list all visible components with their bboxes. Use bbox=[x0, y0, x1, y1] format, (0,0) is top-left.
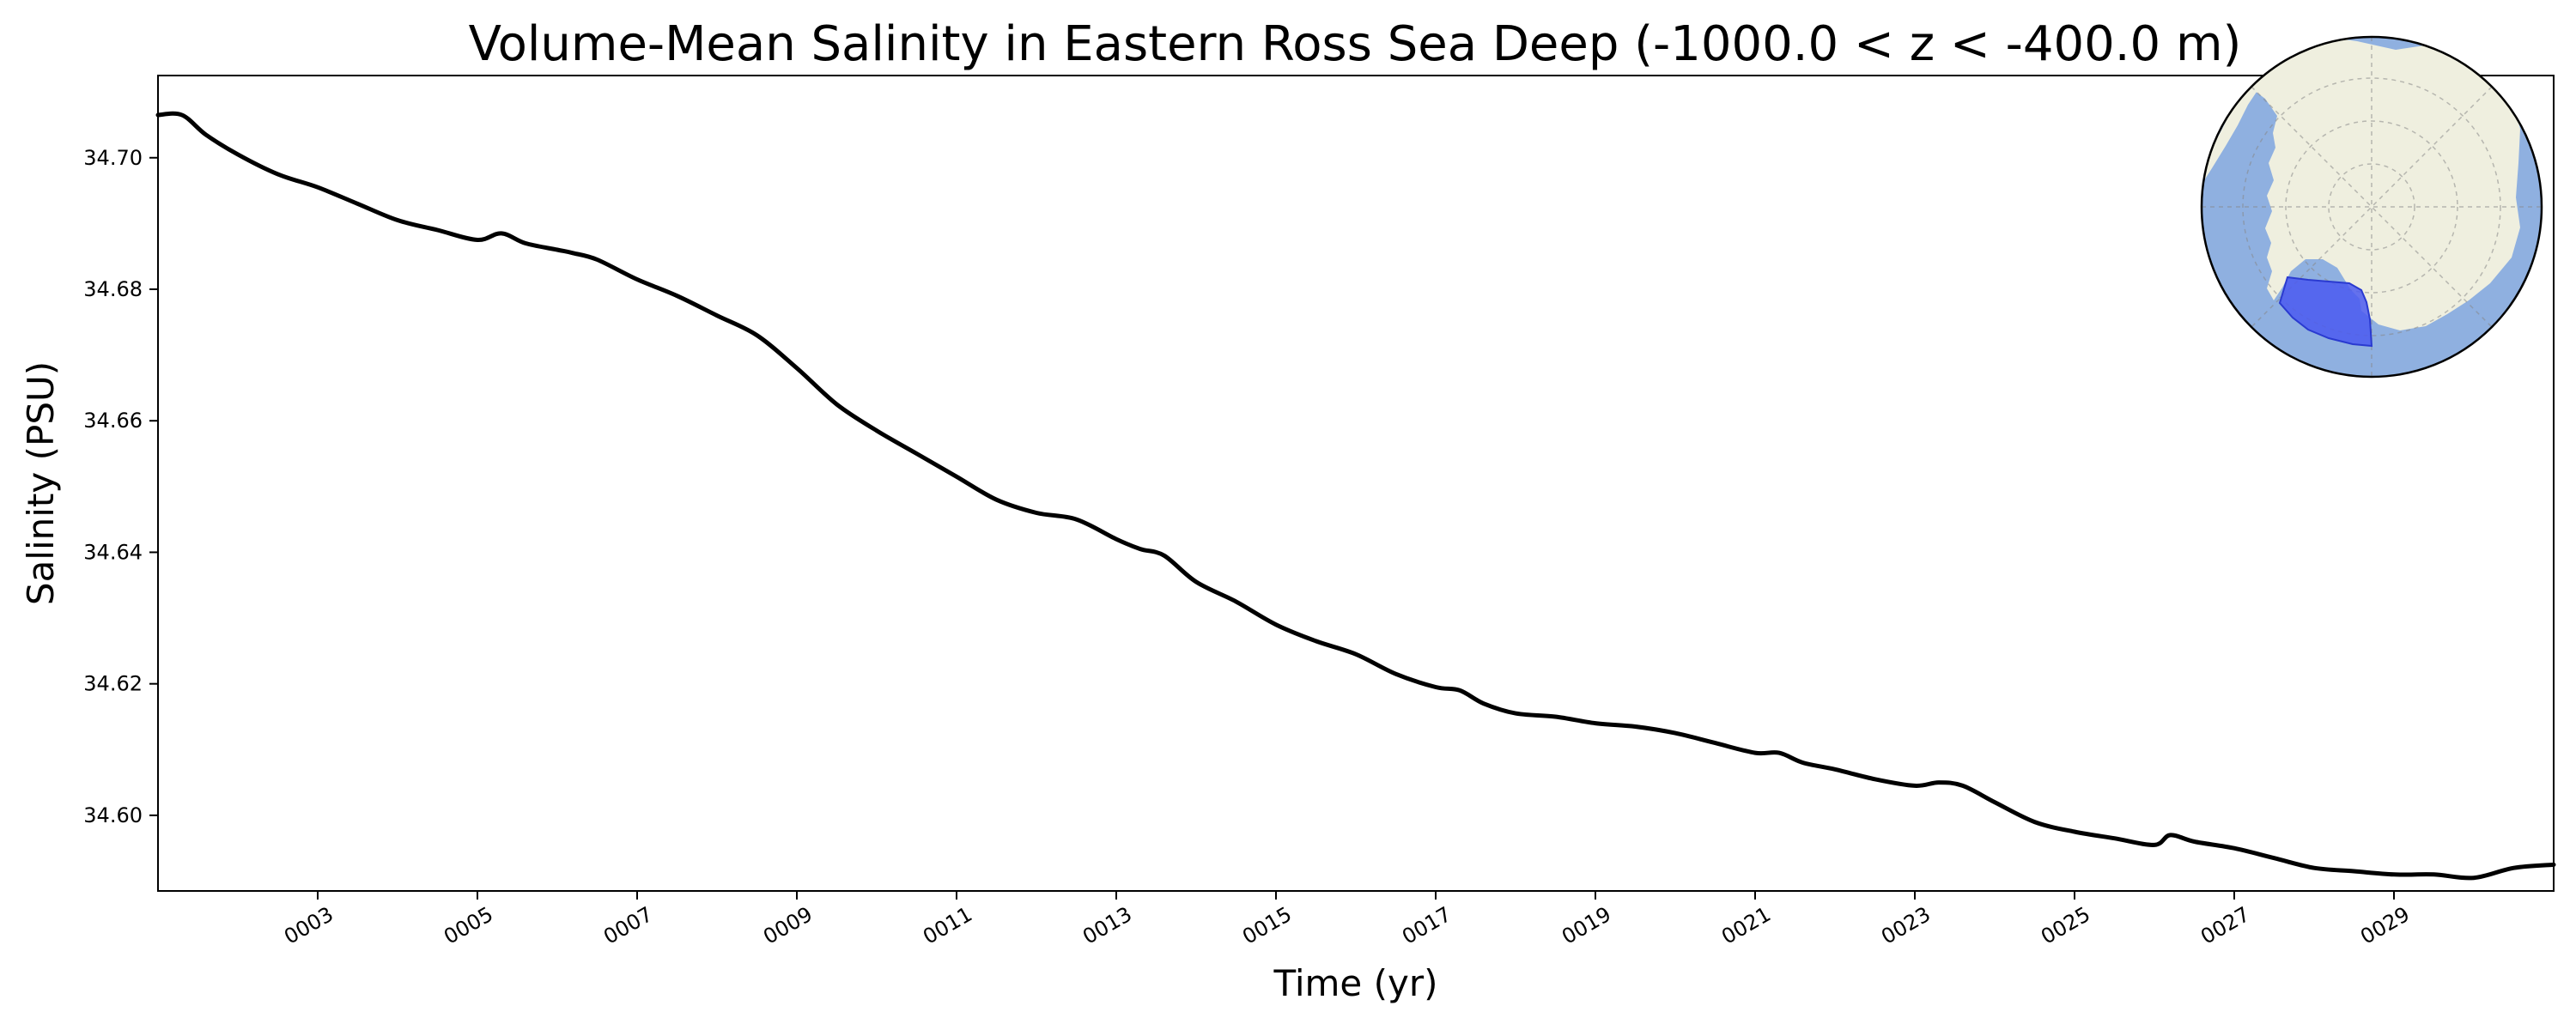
x-tick-label: 0023 bbox=[1877, 902, 1935, 949]
series-layer bbox=[155, 111, 2556, 881]
y-tick-label: 34.66 bbox=[83, 409, 143, 433]
antarctica-inset-map bbox=[2200, 35, 2543, 379]
x-axis-label: Time (yr) bbox=[1273, 962, 1437, 1004]
y-tick-label: 34.70 bbox=[83, 146, 143, 170]
y-axis: 34.60 34.62 34.64 34.66 34.68 34.70 bbox=[83, 146, 158, 827]
x-tick-label: 0027 bbox=[2196, 902, 2254, 949]
x-tick-label: 0015 bbox=[1238, 902, 1296, 949]
selected-region bbox=[2278, 276, 2373, 348]
plot-frame bbox=[157, 75, 2555, 892]
x-tick-label: 0025 bbox=[2037, 902, 2094, 949]
x-tick-label: 0017 bbox=[1398, 902, 1455, 949]
y-tick-label: 34.68 bbox=[83, 277, 143, 301]
x-tick-label: 0029 bbox=[2356, 902, 2414, 949]
x-tick-label: 0003 bbox=[280, 902, 337, 949]
y-tick-label: 34.64 bbox=[83, 540, 143, 564]
x-tick-label: 0007 bbox=[599, 902, 657, 949]
antarctica-landmass bbox=[2233, 37, 2520, 330]
x-axis: 0003 0005 0007 0009 0011 0013 0015 0017 0019 0021… bbox=[280, 891, 2414, 949]
x-tick-label: 0011 bbox=[919, 902, 976, 949]
x-tick-label: 0005 bbox=[440, 902, 497, 949]
x-tick-label: 0021 bbox=[1717, 902, 1775, 949]
salinity-series-line bbox=[155, 111, 2556, 881]
x-tick-label: 0009 bbox=[759, 902, 817, 949]
y-tick-label: 34.62 bbox=[83, 672, 143, 696]
graticule bbox=[2202, 37, 2542, 377]
x-tick-label: 0019 bbox=[1558, 902, 1615, 949]
y-tick-label: 34.60 bbox=[83, 803, 143, 827]
y-axis-label: Salinity (PSU) bbox=[20, 361, 62, 605]
plot-area: 0003 0005 0007 0009 0011 0013 0015 0017 0019 0021… bbox=[83, 75, 2556, 949]
chart-title: Volume-Mean Salinity in Eastern Ross Sea… bbox=[469, 16, 2242, 72]
x-tick-label: 0013 bbox=[1078, 902, 1136, 949]
inset-border bbox=[2200, 35, 2543, 379]
